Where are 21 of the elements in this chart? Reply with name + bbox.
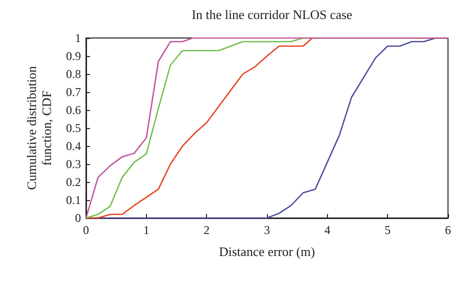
- x-tick-label: 2: [204, 223, 210, 237]
- y-tick-label: 1: [75, 31, 81, 45]
- y-tick-label: 0.3: [66, 157, 81, 171]
- y-tick-label: 0.6: [66, 103, 81, 117]
- x-axis-title: Distance error (m): [218, 244, 316, 259]
- line-series: [85, 37, 449, 219]
- y-tick-label: 0.7: [66, 85, 81, 99]
- x-tick-label: 6: [445, 223, 451, 237]
- y-tick-label: 0.2: [66, 175, 81, 189]
- y-tick-label: 0.1: [66, 193, 81, 207]
- x-tick-label: 4: [324, 223, 330, 237]
- x-tick-label: 3: [264, 223, 270, 237]
- y-axis-title: Cumulative distribution function, CDF: [24, 66, 54, 190]
- y-tick-label: 0.5: [66, 121, 81, 135]
- x-tick-label: 5: [384, 223, 391, 237]
- y-tick-label: 0.9: [66, 49, 81, 63]
- y-tick-label: 0.4: [66, 139, 81, 153]
- chart-title: In the line corridor NLOS case: [192, 7, 353, 22]
- x-tick-label: 1: [143, 223, 150, 237]
- y-tick-label: 0: [75, 211, 81, 225]
- y-tick-label: 0.8: [66, 67, 81, 81]
